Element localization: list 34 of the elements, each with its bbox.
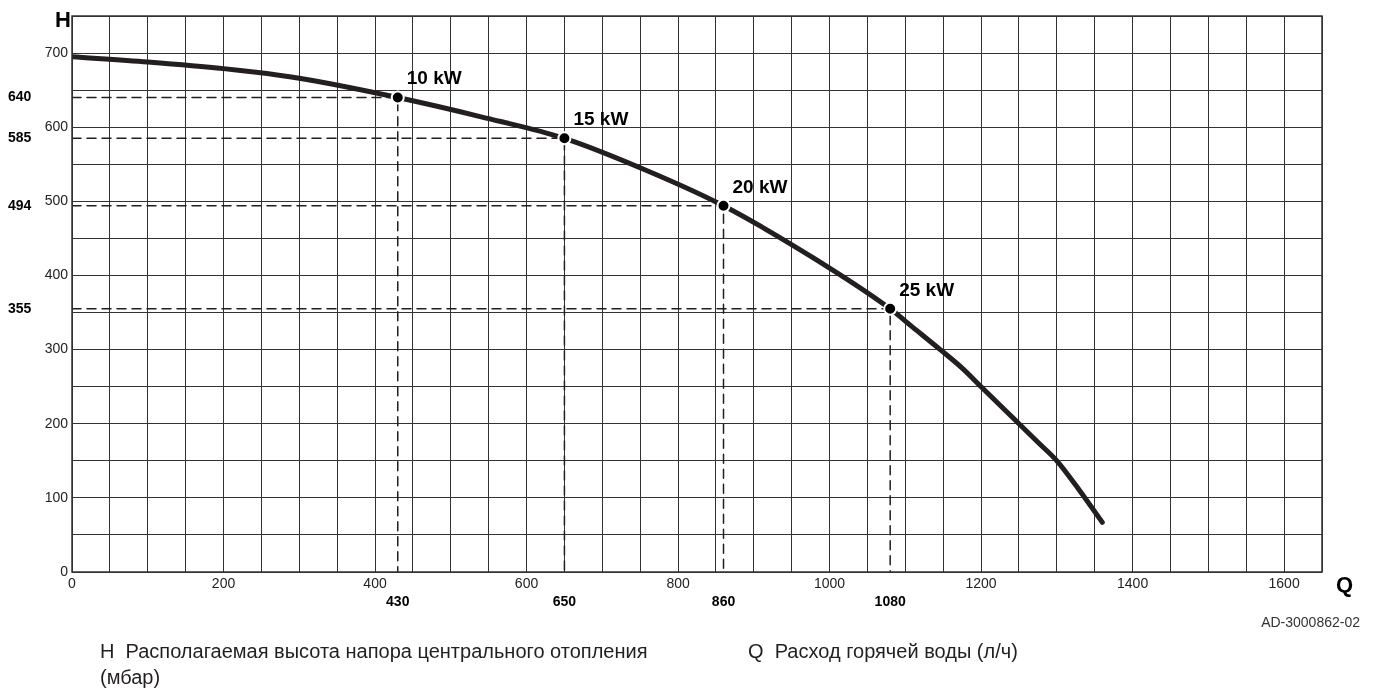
y-tick-label: 600 (44, 118, 69, 135)
x-tick-label: 600 (514, 574, 539, 591)
x-tick-label: 1600 (1268, 574, 1300, 591)
x-tick-label: 800 (666, 574, 690, 591)
text: Q Расход горячей воды (л/ч) (748, 639, 1019, 664)
x2-tick-label: 860 (711, 592, 736, 609)
y-tick-label: 200 (44, 414, 69, 431)
x-tick-label: 1000 (814, 574, 846, 591)
x-axis-title: Q (1336, 572, 1354, 598)
y-tick-label: 100 (44, 488, 69, 505)
y-tick-label: 300 (44, 340, 69, 357)
x2-tick-label: 430 (386, 592, 410, 609)
y-axis-title: H (55, 7, 71, 33)
y2-tick-label: 494 (8, 196, 32, 213)
y-tick-label: 500 (44, 192, 69, 209)
point (716, 198, 731, 213)
x-tick-label: 400 (363, 574, 387, 591)
y2-tick-label: 640 (8, 88, 32, 105)
point (883, 301, 898, 316)
point (390, 90, 405, 105)
x-tick-label: 1400 (1117, 574, 1149, 591)
point (557, 131, 572, 146)
x-tick-label: 200 (211, 574, 236, 591)
text: H Располагаемая высота напора центрального отопления (мбар) (100, 639, 649, 690)
annotation: 20 kW (732, 175, 788, 197)
text: AD-3000862-02 (1260, 614, 1361, 630)
x-tick-label: 1200 (965, 574, 997, 591)
y2-tick-label: 585 (8, 129, 32, 146)
y2-tick-label: 355 (8, 299, 32, 316)
x2-tick-label: 650 (552, 592, 577, 609)
y-tick-label: 0 (60, 562, 69, 579)
y-tick-label: 700 (44, 43, 69, 60)
x2-tick-label: 1080 (874, 592, 906, 609)
y-tick-label: 400 (44, 266, 69, 283)
